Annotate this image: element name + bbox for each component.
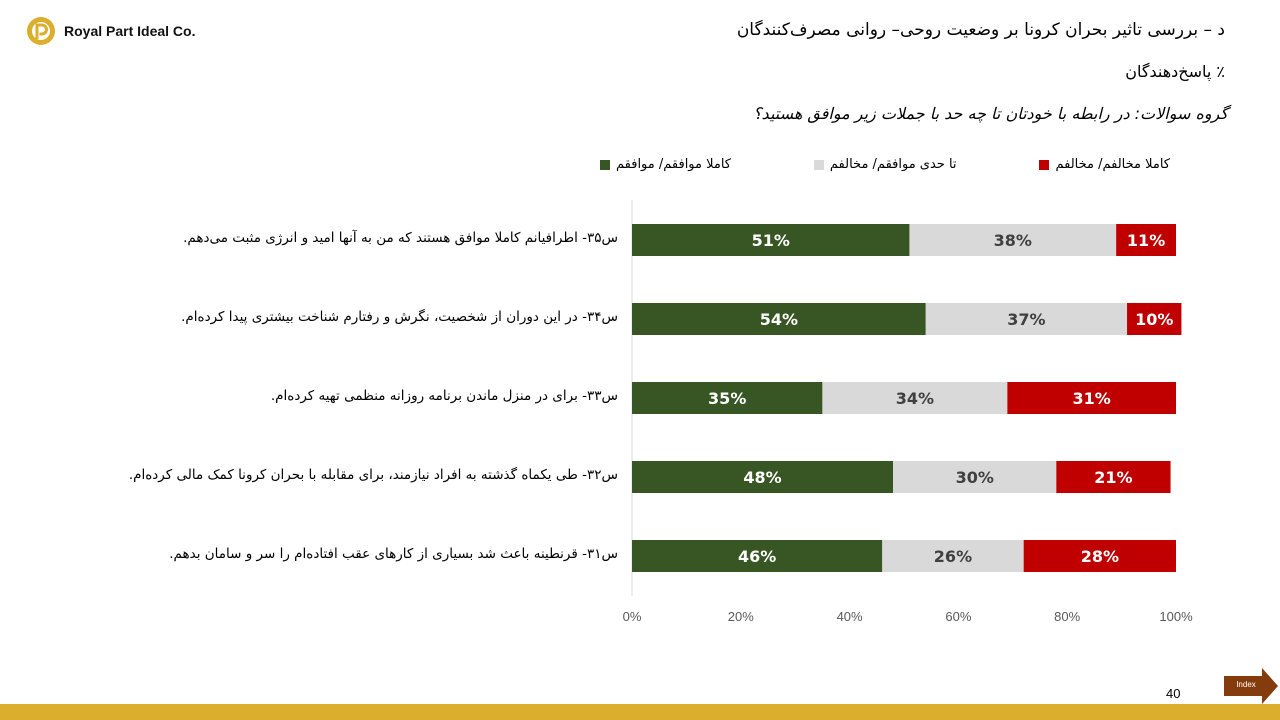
bar-disagree-2 (1127, 303, 1182, 335)
data-label-disagree-3: 31% (1073, 389, 1111, 408)
data-label-neutral-3: 34% (896, 389, 934, 408)
bar-agree-4 (632, 461, 894, 493)
category-label-4: س۳۲- طی یکماه گذشته به افراد نیازمند، بر… (128, 467, 618, 483)
category-label-5: س۳۱- قرنطینه باعث شد بسیاری از کارهای عق… (169, 546, 618, 562)
legend-item-disagree: کاملا مخالفم/ مخالفم (1039, 157, 1170, 172)
category-label-1: س۳۵- اطرافیانم کاملا موافق هستند که من ب… (183, 230, 618, 246)
data-label-agree-5: 46% (738, 547, 776, 566)
index-button[interactable]: Index (1224, 668, 1278, 704)
page-subtitle: ٪ پاسخ‌دهندگان (1125, 62, 1225, 81)
x-tick-label-6: 100% (1159, 609, 1193, 624)
legend-swatch-disagree (1039, 159, 1050, 170)
data-label-neutral-1: 38% (994, 231, 1032, 250)
legend-swatch-agree (600, 159, 610, 170)
x-tick-label-2: 20% (728, 609, 754, 624)
data-label-disagree-5: 28% (1081, 547, 1119, 566)
bar-neutral-3 (822, 382, 1008, 414)
legend-item-neutral: تا حدی موافقم/ مخالفم (813, 157, 957, 172)
stacked-bar-chart: 51% 38% 11% 54% 37% 10% 35% 34% 31% 48% 30% 21% 46% 2… (623, 200, 1193, 624)
legend-label-disagree: کاملا مخالفم/ مخالفم (1055, 157, 1170, 172)
company-logo: Royal Part Ideal Co. (26, 16, 195, 46)
data-label-disagree-2: 10% (1135, 310, 1173, 329)
bar-neutral-5 (882, 540, 1024, 572)
footer-bar (0, 704, 1280, 720)
data-label-neutral-5: 26% (934, 547, 972, 566)
bar-agree-2 (632, 303, 926, 335)
data-label-disagree-1: 11% (1127, 231, 1165, 250)
x-tick-label-1: 0% (623, 609, 642, 624)
data-label-agree-3: 35% (708, 389, 746, 408)
legend-item-agree: کاملا موافقم/ موافقم (600, 157, 731, 172)
legend-swatch-neutral (813, 159, 824, 170)
bar-neutral-2 (925, 303, 1128, 335)
company-name: Royal Part Ideal Co. (64, 23, 196, 39)
bar-disagree-5 (1023, 540, 1176, 572)
question-group: گروه سوالات: در رابطه با خودتان تا چه حد… (753, 104, 1228, 123)
category-label-2: س۳۴- در این دوران از شخصیت، نگرش و رفتار… (181, 309, 618, 325)
data-label-neutral-2: 37% (1007, 310, 1045, 329)
bar-neutral-1 (909, 224, 1117, 256)
data-label-agree-1: 51% (752, 231, 790, 250)
x-tick-label-4: 60% (945, 609, 971, 624)
logo-icon (27, 17, 55, 45)
x-tick-label-5: 80% (1054, 609, 1080, 624)
x-tick-label-3: 40% (837, 609, 863, 624)
bar-disagree-4 (1056, 461, 1171, 493)
data-label-neutral-4: 30% (956, 468, 994, 487)
bar-agree-1 (632, 224, 910, 256)
data-label-disagree-4: 21% (1094, 468, 1132, 487)
arrow-right-icon (1224, 668, 1278, 704)
bar-agree-3 (632, 382, 823, 414)
bar-neutral-4 (893, 461, 1057, 493)
data-label-agree-2: 54% (760, 310, 798, 329)
bar-disagree-1 (1116, 224, 1176, 256)
data-label-agree-4: 48% (743, 468, 781, 487)
bar-agree-5 (632, 540, 883, 572)
chart-legend: کاملا مخالفم/ مخالفم تا حدی موافقم/ مخال… (600, 157, 1170, 172)
category-label-3: س۳۳- برای در منزل ماندن برنامه روزانه من… (270, 388, 618, 404)
page-title: د – بررسی تاثیر بحران کرونا بر وضعیت روح… (736, 20, 1225, 40)
legend-label-neutral: تا حدی موافقم/ مخالفم (829, 157, 957, 172)
legend-label-agree: کاملا موافقم/ موافقم (616, 157, 731, 172)
page-number: 40 (1166, 686, 1181, 701)
index-label: Index (1236, 680, 1256, 689)
bar-disagree-3 (1007, 382, 1176, 414)
